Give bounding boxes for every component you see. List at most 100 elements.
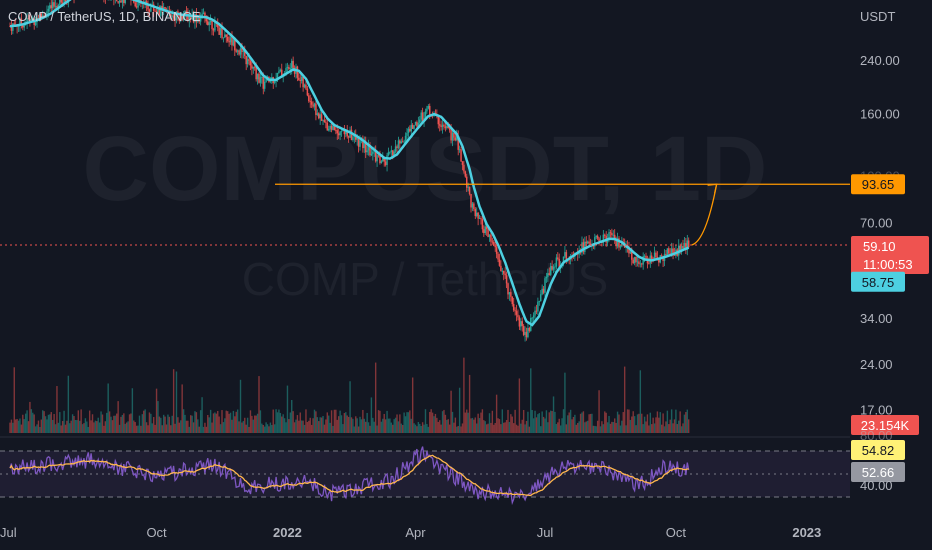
- volume-bar: [170, 425, 172, 433]
- candle-body: [613, 234, 616, 240]
- volume-bar: [29, 401, 31, 433]
- candle-body: [448, 128, 451, 131]
- volume-bar: [103, 425, 105, 433]
- volume-bar: [621, 420, 623, 433]
- volume-bar: [345, 412, 347, 433]
- price-axis-tick: 240.00: [860, 53, 900, 68]
- candle-body: [498, 259, 501, 266]
- candle-body: [527, 327, 529, 338]
- volume-bar: [549, 410, 552, 433]
- candle-body: [214, 21, 216, 31]
- volume-bar: [544, 418, 546, 433]
- volume-bar: [318, 421, 320, 433]
- volume-bar: [491, 410, 494, 433]
- candle-body: [29, 19, 31, 22]
- volume-bar: [377, 410, 380, 433]
- candle-body: [494, 245, 496, 248]
- candle-body: [350, 129, 353, 141]
- volume-bar: [131, 388, 134, 433]
- volume-bar: [93, 422, 95, 433]
- volume-bar: [541, 411, 543, 433]
- volume-bar: [400, 423, 402, 433]
- volume-bar: [91, 414, 94, 433]
- volume-bar: [191, 415, 193, 433]
- volume-bar: [133, 420, 135, 433]
- volume-bar: [282, 414, 284, 433]
- candle-body: [514, 310, 516, 312]
- price-axis[interactable]: USDT 240.00160.00100.0070.0034.0024.0017…: [860, 9, 900, 418]
- volume-bar: [347, 416, 350, 433]
- volume-bar: [685, 412, 687, 433]
- volume-bar: [448, 424, 451, 433]
- candle-body: [160, 6, 162, 16]
- candle-body: [194, 13, 196, 23]
- candle-body: [232, 39, 235, 46]
- candle-body: [389, 151, 391, 153]
- volume-bar: [632, 411, 634, 433]
- candle-body: [262, 77, 265, 89]
- volume-bar: [328, 415, 330, 433]
- volume-bar: [461, 423, 464, 433]
- volume-bar: [622, 412, 624, 433]
- volume-bar: [631, 416, 633, 433]
- volume-bar: [209, 409, 212, 433]
- volume-bar: [261, 423, 263, 433]
- candle-body: [457, 136, 459, 150]
- candle-body: [525, 331, 528, 338]
- volume-bar: [208, 417, 210, 433]
- projection-arrow-icon[interactable]: [691, 183, 718, 246]
- volume-bar: [531, 410, 533, 433]
- volume-bar: [656, 411, 659, 433]
- volume-bar: [379, 410, 381, 433]
- volume-bar: [581, 412, 583, 433]
- volume-bar: [151, 423, 153, 433]
- candle-body: [524, 331, 526, 335]
- volume-bar: [121, 415, 124, 433]
- volume-bar: [165, 424, 168, 433]
- volume-bar: [157, 401, 159, 433]
- candle-body: [656, 257, 659, 258]
- volume-bar: [595, 426, 597, 433]
- volume-bar: [548, 412, 550, 433]
- candle-body: [421, 112, 424, 122]
- candle-body: [255, 67, 257, 80]
- candle-body: [518, 317, 521, 327]
- candle-body: [471, 203, 474, 208]
- candle-body: [162, 7, 165, 9]
- volume-bar: [651, 424, 653, 433]
- volume-bar: [17, 420, 20, 433]
- volume-bar: [127, 421, 129, 433]
- candle-body: [483, 229, 485, 234]
- candle-body: [679, 245, 681, 252]
- symbol-title[interactable]: COMP / TetherUS, 1D, BINANCE: [8, 9, 201, 24]
- volume-bar: [123, 413, 125, 433]
- time-axis[interactable]: Jul Oct 2022 Apr Jul Oct 2023: [0, 525, 821, 540]
- svg-text:52.66: 52.66: [862, 465, 895, 480]
- candle-body: [224, 34, 226, 38]
- candle-body: [414, 121, 417, 126]
- candle-body: [198, 17, 200, 22]
- candle-body: [248, 59, 250, 61]
- candle-body: [326, 122, 329, 131]
- candle-body: [121, 0, 124, 3]
- candle-body: [394, 146, 397, 152]
- candle-body: [510, 292, 512, 297]
- candle-body: [382, 158, 384, 162]
- volume-bar: [229, 412, 232, 433]
- candle-body: [279, 69, 282, 72]
- volume-bar: [27, 421, 30, 433]
- candle-body: [32, 18, 34, 20]
- volume-bar: [162, 414, 165, 433]
- volume-bar: [498, 419, 501, 433]
- volume-bar: [144, 409, 146, 433]
- volume-bar: [574, 414, 576, 433]
- volume-bar: [108, 411, 111, 433]
- volume-bar: [575, 424, 578, 433]
- volume-bar: [254, 415, 256, 433]
- candle-body: [535, 310, 538, 312]
- candle-body: [288, 66, 290, 70]
- volume-bar: [686, 409, 688, 433]
- volume-bar: [524, 424, 526, 433]
- volume-bar: [22, 414, 24, 433]
